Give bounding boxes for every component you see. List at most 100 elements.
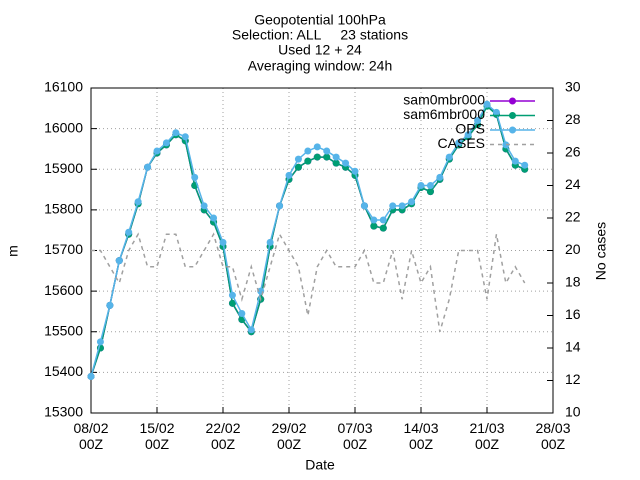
- y-tick-label: 16100: [44, 79, 83, 95]
- point: [247, 326, 255, 334]
- point: [426, 182, 434, 189]
- y2-tick-label: 16: [565, 306, 581, 322]
- legend-label: OPS: [455, 121, 485, 137]
- point: [276, 202, 284, 210]
- x-tick-label: 14/03 00Z: [403, 420, 439, 452]
- y-tick-label: 15300: [44, 404, 83, 420]
- point: [266, 238, 274, 246]
- point: [228, 291, 236, 299]
- point: [144, 163, 152, 171]
- point: [521, 161, 529, 169]
- y2-tick-label: 20: [565, 241, 581, 257]
- point: [106, 301, 114, 309]
- point: [417, 182, 425, 189]
- point: [323, 147, 331, 155]
- point: [115, 257, 123, 265]
- y-tick-label: 16000: [44, 119, 83, 135]
- point: [294, 163, 302, 171]
- point: [389, 202, 397, 210]
- point: [370, 216, 378, 224]
- legend-marker: [509, 97, 516, 105]
- legend-label: sam0mbr000: [403, 92, 485, 108]
- y-axis-label: m: [5, 245, 21, 257]
- point: [360, 202, 368, 210]
- point: [134, 198, 142, 206]
- point: [474, 117, 482, 124]
- point: [408, 198, 416, 206]
- point: [342, 159, 350, 167]
- legend-label: sam6mbr000: [403, 106, 485, 122]
- y2-tick-label: 18: [565, 274, 581, 290]
- y2-tick-label: 22: [565, 209, 581, 225]
- point: [445, 153, 453, 161]
- title-line: Geopotential 100hPa: [254, 12, 386, 28]
- point: [313, 153, 321, 161]
- point: [210, 214, 218, 222]
- point: [200, 202, 208, 210]
- y2-tick-label: 28: [565, 111, 581, 127]
- x-tick-label: 22/02 00Z: [205, 420, 241, 452]
- point: [228, 299, 236, 307]
- point: [191, 173, 199, 181]
- point: [162, 139, 170, 147]
- point: [426, 188, 434, 196]
- y-tick-label: 15900: [44, 160, 83, 176]
- legend-label: CASES: [438, 135, 485, 151]
- point: [483, 100, 491, 108]
- point: [181, 133, 189, 141]
- point: [455, 139, 463, 147]
- y2-tick-label: 30: [565, 79, 581, 95]
- point: [219, 238, 227, 246]
- point: [379, 216, 387, 224]
- x-tick-label: 29/02 00Z: [271, 420, 307, 452]
- y-tick-label: 15500: [44, 322, 83, 338]
- series-line: [91, 232, 526, 332]
- y-tick-label: 15400: [44, 363, 83, 379]
- point: [87, 372, 95, 380]
- x-tick-label: 07/03 00Z: [337, 420, 373, 452]
- point: [96, 338, 104, 346]
- legend-marker: [509, 112, 516, 119]
- point: [351, 167, 359, 175]
- title-line: Used 12 + 24: [278, 42, 362, 58]
- point: [238, 309, 246, 317]
- title-line: Averaging window: 24h: [248, 58, 393, 74]
- point: [285, 171, 293, 179]
- x-tick-label: 08/02 00Z: [73, 420, 109, 452]
- y2-axis-label: No cases: [593, 222, 609, 280]
- y2-tick-label: 24: [565, 176, 581, 192]
- point: [379, 224, 387, 232]
- point: [153, 147, 161, 155]
- point: [125, 228, 133, 236]
- point: [304, 157, 312, 165]
- point: [464, 131, 472, 139]
- y-tick-label: 15600: [44, 282, 83, 298]
- point: [332, 159, 340, 167]
- legend-marker: [509, 126, 516, 134]
- y-tick-label: 15700: [44, 241, 83, 257]
- point: [172, 129, 180, 137]
- y2-tick-label: 26: [565, 144, 581, 160]
- point: [332, 153, 340, 161]
- y2-tick-label: 12: [565, 371, 581, 387]
- point: [502, 141, 510, 149]
- x-axis-label: Date: [305, 457, 335, 473]
- point: [370, 222, 378, 230]
- y2-tick-label: 14: [565, 339, 581, 355]
- point: [436, 173, 444, 181]
- x-tick-label: 28/03 00Z: [535, 420, 571, 452]
- x-tick-label: 21/03 00Z: [469, 420, 505, 452]
- y-tick-label: 15800: [44, 201, 83, 217]
- x-tick-label: 15/02 00Z: [139, 420, 175, 452]
- y2-tick-label: 10: [565, 404, 581, 420]
- point: [313, 143, 321, 151]
- point: [294, 155, 302, 163]
- title-line: Selection: ALL 23 stations: [232, 27, 408, 43]
- point: [511, 157, 519, 165]
- point: [304, 147, 312, 155]
- point: [323, 153, 331, 161]
- point: [492, 108, 500, 116]
- point: [398, 202, 406, 210]
